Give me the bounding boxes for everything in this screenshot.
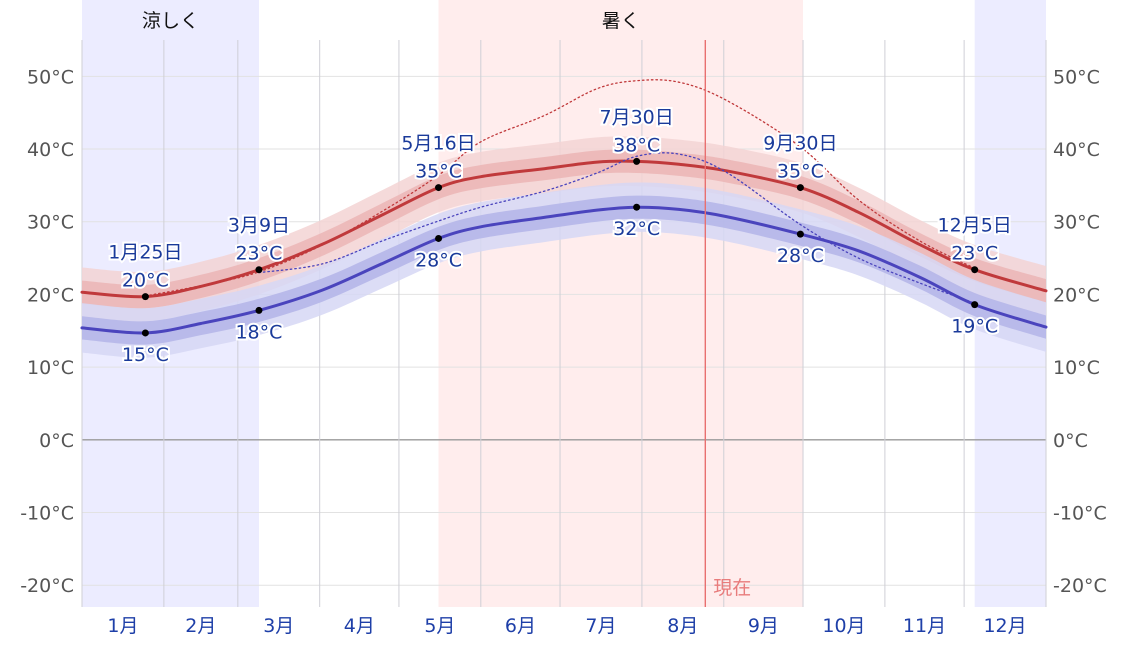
annotations: 1月25日 20°C 15°C 3月9日 23°C 18°C 5月16日 35°C 28°C 7月… bbox=[106, 104, 1014, 368]
annotation-label: 20°C bbox=[122, 270, 169, 292]
month-label: 4月 bbox=[344, 615, 375, 637]
low-band-inner bbox=[82, 195, 1046, 345]
month-label: 11月 bbox=[903, 615, 946, 637]
annotation-label: 35°C bbox=[415, 161, 462, 183]
y-tick-label-left: 20°C bbox=[27, 284, 74, 306]
month-label: 3月 bbox=[263, 615, 294, 637]
annotation-point bbox=[255, 306, 263, 314]
y-tick-label-right: 50°C bbox=[1053, 66, 1100, 88]
season-label: 涼しく bbox=[142, 10, 199, 32]
season-label: 暑く bbox=[602, 10, 640, 32]
annotation-point bbox=[633, 203, 641, 211]
annotation-point bbox=[435, 184, 443, 192]
annotation-label: 38°C bbox=[613, 134, 660, 156]
month-label: 8月 bbox=[667, 615, 698, 637]
annotation-point bbox=[141, 329, 149, 337]
y-tick-label-right: 30°C bbox=[1053, 212, 1100, 234]
annotation-point bbox=[141, 293, 149, 301]
month-label: 9月 bbox=[748, 615, 779, 637]
y-tick-label-left: 10°C bbox=[27, 357, 74, 379]
annotation-point bbox=[796, 184, 804, 192]
y-tick-label-right: 10°C bbox=[1053, 357, 1100, 379]
month-label: 6月 bbox=[505, 615, 536, 637]
month-label: 7月 bbox=[585, 615, 616, 637]
annotation-label: 19°C bbox=[951, 316, 998, 338]
axes: -20°C -20°C -10°C -10°C 0°C 0°C 10°C 10°C 20°C 20… bbox=[20, 66, 1107, 637]
annotation-label: 1月25日 bbox=[108, 242, 182, 264]
y-tick-label-right: -10°C bbox=[1053, 503, 1107, 525]
y-tick-label-left: -10°C bbox=[20, 503, 74, 525]
record_high-line bbox=[144, 79, 976, 297]
y-tick-label-left: -20°C bbox=[20, 575, 74, 597]
annotation-label: 28°C bbox=[415, 249, 462, 271]
annotation-label: 18°C bbox=[235, 321, 282, 343]
annotation-label: 35°C bbox=[777, 161, 824, 183]
annotation-label: 23°C bbox=[951, 243, 998, 265]
y-tick-label-right: 0°C bbox=[1053, 430, 1088, 452]
annotation-point bbox=[796, 230, 804, 238]
y-tick-label-left: 40°C bbox=[27, 139, 74, 161]
annotation-point bbox=[255, 266, 263, 274]
annotation-label: 3月9日 bbox=[228, 215, 290, 237]
season-band bbox=[438, 0, 804, 607]
month-label: 10月 bbox=[822, 615, 865, 637]
record_low-line bbox=[258, 152, 976, 304]
annotation-label: 5月16日 bbox=[401, 133, 475, 155]
current-date-marker: 現在 bbox=[704, 40, 751, 607]
y-tick-label-left: 0°C bbox=[39, 430, 74, 452]
y-tick-label-right: 40°C bbox=[1053, 139, 1100, 161]
y-tick-label-left: 30°C bbox=[27, 212, 74, 234]
y-tick-label-right: 20°C bbox=[1053, 284, 1100, 306]
y-tick-label-left: 50°C bbox=[27, 66, 74, 88]
month-label: 5月 bbox=[424, 615, 455, 637]
month-label: 12月 bbox=[983, 615, 1026, 637]
month-label: 1月 bbox=[107, 615, 138, 637]
annotation-point bbox=[435, 234, 443, 242]
now-label: 現在 bbox=[713, 577, 751, 599]
annotation-label: 12月5日 bbox=[938, 215, 1012, 237]
annotation-label: 7月30日 bbox=[599, 106, 673, 128]
annotation-label: 23°C bbox=[235, 243, 282, 265]
annotation-point bbox=[633, 157, 641, 165]
annotation-label: 9月30日 bbox=[763, 133, 837, 155]
annotation-label: 28°C bbox=[777, 245, 824, 267]
annotation-label: 15°C bbox=[122, 344, 169, 366]
annotation-label: 32°C bbox=[613, 218, 660, 240]
annotation-point bbox=[971, 266, 979, 274]
month-label: 2月 bbox=[185, 615, 216, 637]
annotation-point bbox=[971, 301, 979, 309]
y-tick-label-right: -20°C bbox=[1053, 575, 1107, 597]
